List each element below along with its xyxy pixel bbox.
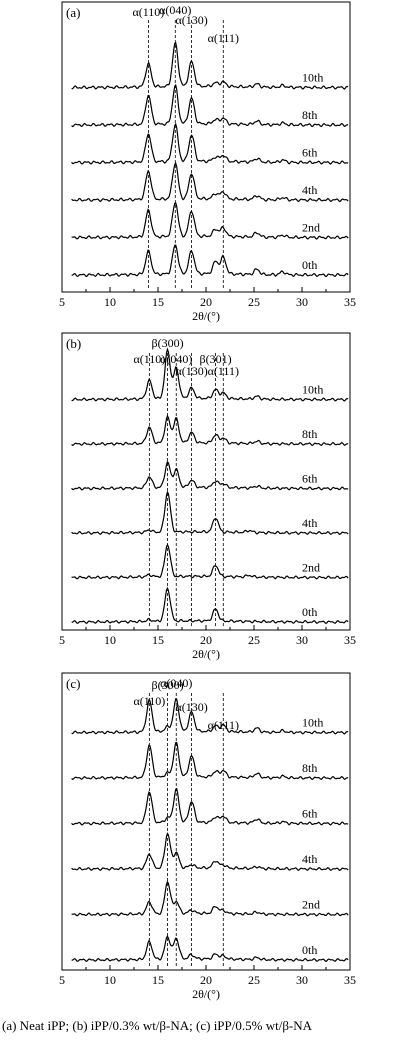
series-label: 10th xyxy=(302,716,323,730)
series-label: 0th xyxy=(302,605,317,619)
series-label: 0th xyxy=(302,943,317,957)
series-line xyxy=(71,698,349,735)
x-tick-label: 25 xyxy=(248,633,260,647)
series-label: 4th xyxy=(302,852,317,866)
reference-label: β(300) xyxy=(152,336,184,350)
series-line xyxy=(71,41,349,90)
reference-label: α(040) xyxy=(159,3,191,17)
chart-panel-1: (a) 5 10 15 20 25 30 35 2θ/(°) α(110)α(040)α(130)… xyxy=(59,1,356,323)
x-tick-label: 10 xyxy=(104,633,116,647)
x-tick-label: 35 xyxy=(344,295,356,309)
series-label: 0th xyxy=(302,258,317,272)
reference-label: α(130) xyxy=(175,13,207,27)
reference-label: β(300) xyxy=(152,678,184,692)
x-tick-label: 30 xyxy=(296,973,308,987)
series-label: 10th xyxy=(302,383,323,397)
reference-label: α(111) xyxy=(208,364,239,378)
x-tick-label: 35 xyxy=(344,633,356,647)
series-line xyxy=(71,414,349,447)
panel-label: (b) xyxy=(66,336,81,351)
series-line xyxy=(71,935,349,963)
chart-panel-3: (c) 5 10 15 20 25 30 35 2θ/(°) α(110) β(300)α(040)… xyxy=(59,672,356,1001)
series-label: 6th xyxy=(302,146,317,160)
series-line xyxy=(71,162,349,203)
series-label: 6th xyxy=(302,472,317,486)
series-line xyxy=(71,832,349,872)
x-tick-label: 30 xyxy=(296,295,308,309)
series-line xyxy=(71,741,349,781)
series-line xyxy=(71,202,349,240)
x-axis-label: 2θ/(°) xyxy=(192,987,220,1001)
x-tick-label: 15 xyxy=(152,295,164,309)
series-label: 2nd xyxy=(302,561,320,575)
x-tick-label: 15 xyxy=(152,973,164,987)
reference-label: α(110) xyxy=(133,694,165,708)
reference-label: α(130) xyxy=(175,700,207,714)
x-axis-label: 2θ/(°) xyxy=(192,309,220,323)
series-label: 2nd xyxy=(302,898,320,912)
series-label: 8th xyxy=(302,427,317,441)
series-label: 4th xyxy=(302,516,317,530)
series-label: 2nd xyxy=(302,221,320,235)
series-line xyxy=(71,244,349,278)
series-line xyxy=(71,460,349,491)
reference-label: α(110) xyxy=(133,352,165,366)
reference-label: α(130) xyxy=(175,364,207,378)
x-tick-label: 20 xyxy=(200,973,212,987)
x-tick-label: 30 xyxy=(296,633,308,647)
x-tick-label: 15 xyxy=(152,633,164,647)
series-line xyxy=(71,586,349,625)
panel-label: (c) xyxy=(66,676,80,691)
series-line xyxy=(71,83,349,128)
series-label: 8th xyxy=(302,761,317,775)
reference-label: α(111) xyxy=(208,31,239,45)
x-tick-label: 25 xyxy=(248,295,260,309)
x-tick-label: 5 xyxy=(59,973,65,987)
figure-caption: (a) Neat iPP; (b) iPP/0.3% wt/β-NA; (c) … xyxy=(2,1018,313,1033)
series-label: 8th xyxy=(302,108,317,122)
reference-label: α(040) xyxy=(160,676,192,690)
reference-label: α(040) xyxy=(160,352,192,366)
series-line xyxy=(71,880,349,917)
x-tick-label: 35 xyxy=(344,973,356,987)
panel-label: (a) xyxy=(66,5,80,20)
x-tick-label: 10 xyxy=(104,295,116,309)
x-tick-label: 25 xyxy=(248,973,260,987)
x-axis-label: 2θ/(°) xyxy=(192,647,220,661)
series-line xyxy=(71,543,349,580)
series-line xyxy=(71,347,349,402)
series-label: 10th xyxy=(302,71,323,85)
series-line xyxy=(71,787,349,826)
x-tick-label: 20 xyxy=(200,633,212,647)
chart-panel-2: (b) 5 10 15 20 25 30 35 2θ/(°) α(110) β(300) α(040)… xyxy=(59,332,356,661)
reference-label: α(110) xyxy=(132,5,164,19)
x-tick-label: 10 xyxy=(104,973,116,987)
x-tick-label: 5 xyxy=(59,633,65,647)
x-tick-label: 5 xyxy=(59,295,65,309)
series-line xyxy=(71,122,349,165)
series-line xyxy=(71,490,349,536)
series-label: 6th xyxy=(302,807,317,821)
series-label: 4th xyxy=(302,183,317,197)
xrd-figure: (a)5 10 15 20 25 30 352θ/(°)α(110)α(040)α(130)… xyxy=(59,1,356,1001)
x-tick-label: 20 xyxy=(200,295,212,309)
